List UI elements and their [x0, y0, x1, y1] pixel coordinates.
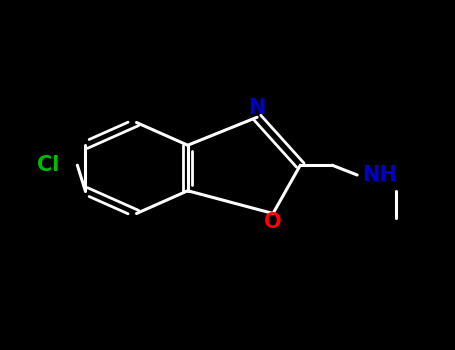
Text: NH: NH	[362, 165, 396, 185]
Text: O: O	[264, 212, 282, 232]
Text: Cl: Cl	[36, 155, 59, 175]
Text: N: N	[248, 98, 266, 119]
